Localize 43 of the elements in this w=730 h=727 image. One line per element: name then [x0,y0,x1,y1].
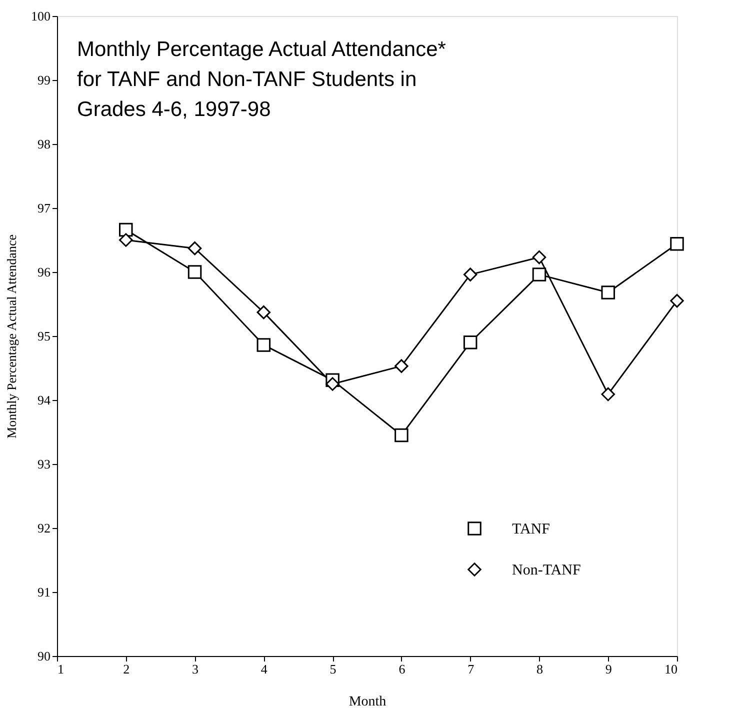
point [256,305,271,320]
x-tick-label: 10 [664,662,678,676]
x-tick-label: 7 [468,662,475,676]
point [119,222,133,237]
point [188,241,202,256]
point [532,250,546,264]
point [394,359,408,373]
x-axis-title: Month [348,694,386,710]
point [463,336,478,350]
legend-label: Non-TANF [512,562,581,578]
x-tick-label: 5 [330,662,336,676]
point [119,233,133,247]
y-tick-label: 93 [38,456,50,472]
y-tick-label: 94 [38,392,51,408]
point [394,428,408,442]
text: Monthly Percentage Actual Attendance* for TANF and Non-TANF Students in Grades 4-6, 1997-98 [77,38,446,121]
point [532,268,546,282]
y-tick-label: 99 [38,72,50,88]
point [670,236,684,251]
point [256,338,271,352]
x-tick-label: 3 [192,662,199,676]
point [188,265,202,279]
point [463,268,478,282]
y-tick-label: 90 [38,648,50,664]
x-tick-label: 8 [536,662,543,676]
y-tick-label: 98 [38,136,50,152]
legend-label: TANF [512,522,550,538]
x-tick-label: 6 [398,662,406,676]
point [326,377,340,391]
y-tick-label: 96 [38,264,51,280]
y-tick-label: 95 [38,328,50,344]
x-tick-label: 1 [58,662,64,676]
y-tick-label: 97 [38,200,51,216]
y-tick-label: 100 [31,8,50,24]
y-axis-title: Monthly Percentage Actual Attendance [4,234,19,438]
point [670,294,684,308]
x-tick-label: 9 [605,662,612,676]
x-tick-label: 4 [260,662,268,676]
y-tick-label: 91 [38,584,50,600]
point [601,286,615,300]
y-tick-label: 92 [38,520,50,536]
x-tick-label: 2 [123,662,130,676]
point [601,387,615,402]
